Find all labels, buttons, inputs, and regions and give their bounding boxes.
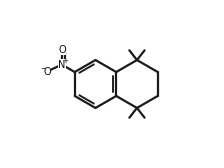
- Text: N: N: [58, 60, 66, 70]
- Text: O: O: [58, 45, 66, 55]
- Text: +: +: [62, 58, 68, 64]
- Text: O: O: [43, 67, 51, 77]
- Text: −: −: [40, 66, 46, 72]
